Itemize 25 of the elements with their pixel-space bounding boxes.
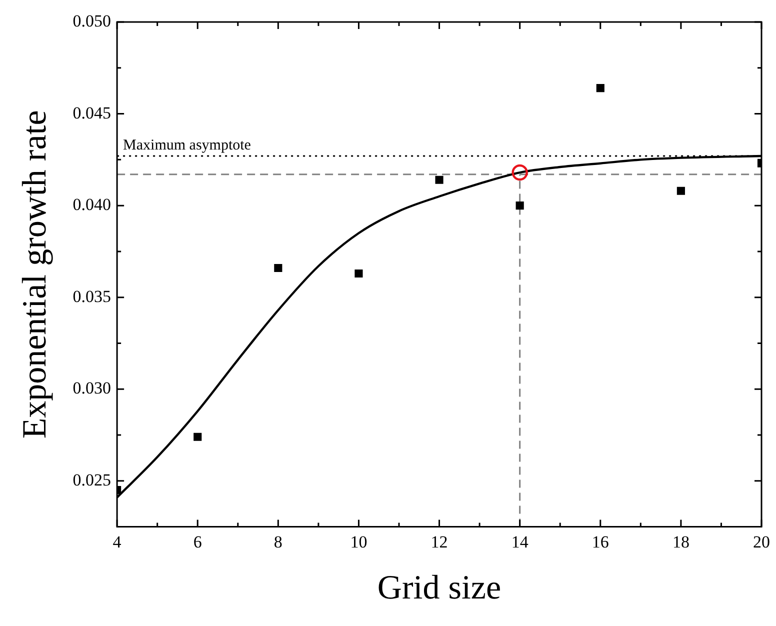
y-tick-label: 0.025 xyxy=(72,470,112,490)
x-tick-label: 10 xyxy=(350,532,368,552)
y-tick-label: 0.050 xyxy=(72,11,112,30)
x-tick-label: 4 xyxy=(112,532,122,552)
y-tick-label: 0.030 xyxy=(72,378,112,398)
x-tick-label: 8 xyxy=(274,532,282,552)
ref-line-label: Maximum asymptote xyxy=(123,137,252,154)
point xyxy=(596,84,604,92)
y-axis-title: Exponential growth rate xyxy=(16,110,54,439)
x-tick-label: 16 xyxy=(592,532,609,552)
x-tick-label: 20 xyxy=(753,532,770,552)
point xyxy=(676,186,685,195)
y-tick-label: 0.045 xyxy=(72,103,112,122)
x-tick-label: 12 xyxy=(430,532,448,552)
x-tick-label: 14 xyxy=(511,532,529,552)
point xyxy=(516,202,524,210)
x-tick-label: 18 xyxy=(672,532,690,552)
point xyxy=(435,176,444,184)
point xyxy=(274,264,282,272)
x-axis-title: Grid size xyxy=(377,570,502,607)
x-tick-label: 6 xyxy=(193,532,202,552)
point xyxy=(194,432,202,441)
y-tick-label: 0.035 xyxy=(72,286,112,306)
y-tick-label: 0.040 xyxy=(72,195,112,214)
point xyxy=(354,269,363,278)
